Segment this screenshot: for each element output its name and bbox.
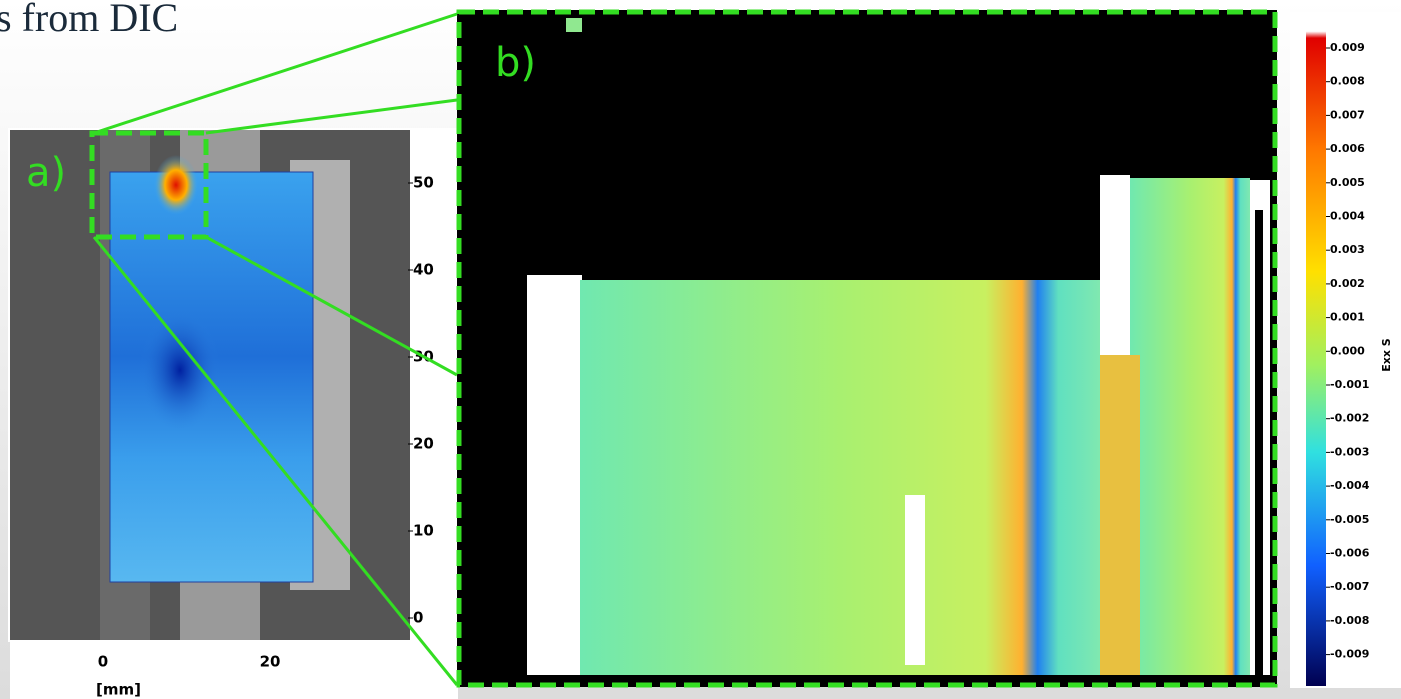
colorbar-tick-label: 0.008 (1330, 75, 1365, 88)
masked-region (1100, 175, 1130, 355)
colorbar-tick-label: -0.007 (1330, 580, 1369, 593)
y-tick-label: 0 (413, 609, 423, 627)
panel-b-label: b) (495, 40, 536, 86)
y-tick-label: 10 (413, 522, 434, 540)
x-tick-label: 0 (98, 653, 108, 671)
strain-map (580, 280, 1100, 675)
axis-area (410, 130, 458, 642)
colorbar-tick-label: 0.000 (1330, 344, 1365, 357)
x-tick-label: 20 (260, 653, 281, 671)
colorbar-tick-label: 0.007 (1330, 108, 1365, 121)
slide-title: s from DIC (0, 0, 178, 40)
colorbar-tick-label: -0.003 (1330, 445, 1369, 458)
hotspot (154, 155, 198, 215)
colorbar-tick-label: -0.008 (1330, 614, 1369, 627)
y-tick-label: 20 (413, 435, 434, 453)
colorbar-title: Exx S (1380, 338, 1393, 372)
colorbar-tick-label: -0.005 (1330, 513, 1369, 526)
colorbar-tick-label: -0.001 (1330, 378, 1369, 391)
colorbar-tick-label: 0.006 (1330, 142, 1365, 155)
x-unit: [mm] (96, 681, 141, 699)
slide: s from DIC a) [mm] 50403020100020 b) Exx… (0, 0, 1401, 699)
y-tick-label: 50 (413, 174, 434, 192)
masked-region (527, 275, 582, 675)
marker (566, 18, 582, 32)
defect (905, 495, 925, 665)
strain-map (1130, 178, 1250, 675)
colorbar-tick-label: 0.001 (1330, 311, 1365, 324)
colorbar-tick-label: 0.003 (1330, 243, 1365, 256)
y-tick-label: 40 (413, 261, 434, 279)
coldspot (140, 310, 220, 430)
colorbar-tick-label: -0.002 (1330, 412, 1369, 425)
colorbar (1306, 18, 1326, 686)
axis-area (10, 640, 458, 699)
panel-a-label: a) (26, 150, 66, 196)
colorbar-tick-label: -0.009 (1330, 648, 1369, 661)
strain-map (1100, 355, 1140, 675)
edge (1255, 210, 1263, 675)
colorbar-tick-label: 0.002 (1330, 277, 1365, 290)
colorbar-tick-label: -0.004 (1330, 479, 1370, 492)
colorbar-tick-label: 0.004 (1330, 210, 1365, 223)
colorbar-tick-label: 0.009 (1330, 41, 1365, 54)
colorbar-tick-label: 0.005 (1330, 176, 1365, 189)
colorbar-tick-label: -0.006 (1330, 547, 1370, 560)
